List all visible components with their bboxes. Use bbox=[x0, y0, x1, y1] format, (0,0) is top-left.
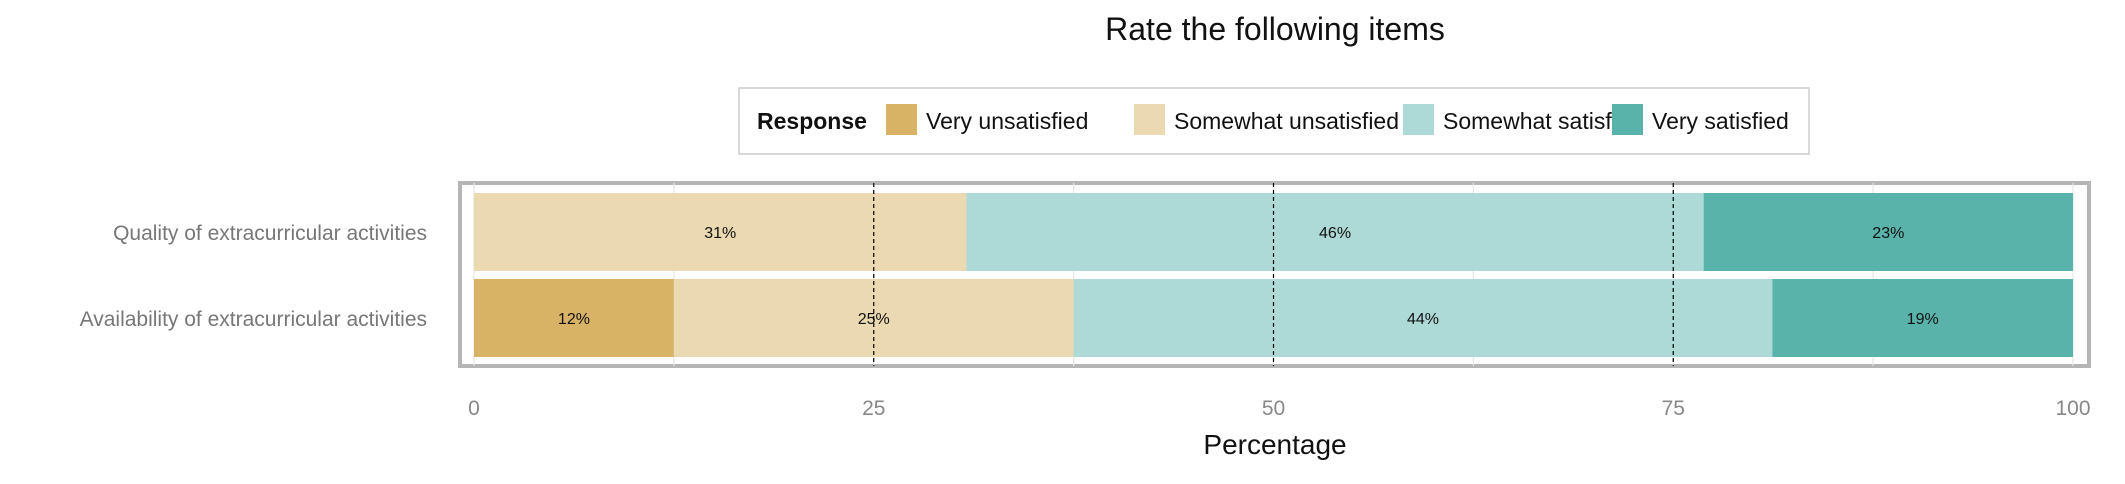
legend-label: Very unsatisfied bbox=[926, 108, 1088, 134]
data-label: 19% bbox=[1907, 311, 1939, 328]
data-label: 12% bbox=[558, 311, 590, 328]
legend-swatch bbox=[1403, 104, 1434, 135]
bar-segment bbox=[1703, 193, 2073, 271]
x-tick-label: 75 bbox=[1662, 397, 1685, 420]
category-labels: Quality of extracurricular activities Ava… bbox=[80, 222, 427, 331]
bar-segment bbox=[474, 193, 967, 271]
x-tick-label: 0 bbox=[468, 397, 480, 420]
legend-title: Response bbox=[757, 108, 867, 134]
data-label: 31% bbox=[704, 225, 736, 242]
legend-swatch bbox=[1612, 104, 1643, 135]
legend-label: Somewhat satisfied bbox=[1443, 108, 1642, 134]
legend-swatch bbox=[886, 104, 917, 135]
plot-area: 31% 46% 23%12% 25% 44% 19% bbox=[458, 181, 2091, 368]
bar-segment bbox=[1073, 279, 1773, 357]
legend: Response Very unsatisfied Somewhat unsati… bbox=[738, 87, 1810, 155]
bar-segment bbox=[966, 193, 1704, 271]
chart-title: Rate the following items bbox=[1105, 11, 1445, 47]
legend-label: Somewhat unsatisfied bbox=[1174, 108, 1399, 134]
x-tick-label: 50 bbox=[1262, 397, 1285, 420]
data-label: 23% bbox=[1872, 225, 1904, 242]
category-label: Quality of extracurricular activities bbox=[113, 222, 427, 245]
x-tick-labels: 0 25 50 75 100 bbox=[468, 397, 2090, 420]
bar-segment bbox=[1772, 279, 2073, 357]
x-tick-label: 25 bbox=[862, 397, 885, 420]
reference-lines bbox=[873, 183, 1674, 366]
x-axis-title: Percentage bbox=[1203, 429, 1346, 460]
category-label: Availability of extracurricular activiti… bbox=[80, 308, 427, 331]
legend-swatch bbox=[1134, 104, 1165, 135]
legend-label: Very satisfied bbox=[1652, 108, 1789, 134]
bar-segment bbox=[474, 279, 674, 357]
data-label: 46% bbox=[1319, 225, 1351, 242]
x-tick-label: 100 bbox=[2055, 397, 2090, 420]
data-label: 44% bbox=[1407, 311, 1439, 328]
